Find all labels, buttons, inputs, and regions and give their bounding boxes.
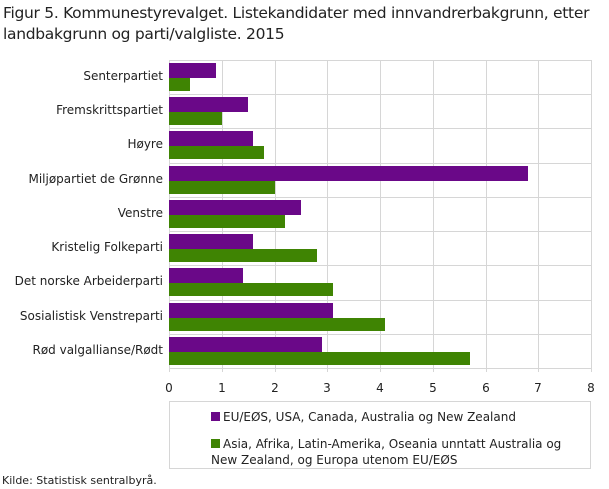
- legend-label: EU/EØS, USA, Canada, Australia og New Ze…: [223, 410, 516, 424]
- category-label: Fremskrittspartiet: [56, 103, 163, 117]
- bar-asia-afrika: [169, 181, 275, 194]
- bar-asia-afrika: [169, 352, 470, 365]
- category-label: Kristelig Folkeparti: [51, 240, 163, 254]
- gridline-horizontal: [169, 368, 591, 369]
- category-label: Venstre: [117, 206, 163, 220]
- bar-asia-afrika: [169, 78, 190, 91]
- x-tick-label: 6: [482, 381, 490, 395]
- gridline-horizontal: [169, 128, 591, 129]
- gridline-horizontal: [169, 60, 591, 61]
- bar-eu-eos: [169, 337, 322, 352]
- bar-asia-afrika: [169, 215, 285, 228]
- plot-area: [169, 60, 592, 372]
- x-tick-label: 8: [587, 381, 595, 395]
- bar-eu-eos: [169, 131, 253, 146]
- bar-eu-eos: [169, 166, 528, 181]
- gridline-vertical: [433, 60, 434, 372]
- x-tick-label: 0: [165, 381, 173, 395]
- legend-item-asia-africa: Asia, Afrika, Latin-Amerika, Oseania unn…: [211, 436, 581, 468]
- gridline-vertical: [380, 60, 381, 372]
- gridline-horizontal: [169, 265, 591, 266]
- gridline-horizontal: [169, 163, 591, 164]
- bar-eu-eos: [169, 268, 243, 283]
- gridline-vertical: [538, 60, 539, 372]
- bar-eu-eos: [169, 97, 248, 112]
- category-label: Høyre: [127, 137, 163, 151]
- x-tick-label: 4: [376, 381, 384, 395]
- x-tick-label: 3: [323, 381, 331, 395]
- x-tick-label: 5: [429, 381, 437, 395]
- bar-asia-afrika: [169, 283, 333, 296]
- gridline-horizontal: [169, 300, 591, 301]
- category-label: Senterpartiet: [83, 69, 163, 83]
- category-label: Sosialistisk Venstreparti: [19, 309, 163, 323]
- x-tick-label: 2: [271, 381, 279, 395]
- bar-asia-afrika: [169, 146, 264, 159]
- bar-eu-eos: [169, 234, 253, 249]
- category-label: Det norske Arbeiderparti: [14, 274, 163, 288]
- legend-swatch-purple: [211, 412, 220, 421]
- gridline-horizontal: [169, 197, 591, 198]
- x-tick-label: 7: [534, 381, 542, 395]
- legend: EU/EØS, USA, Canada, Australia og New Ze…: [169, 401, 591, 469]
- source-note: Kilde: Statistisk sentralbyrå.: [2, 474, 157, 487]
- bar-eu-eos: [169, 303, 333, 318]
- legend-swatch-green: [211, 439, 220, 448]
- gridline-vertical: [327, 60, 328, 372]
- bar-asia-afrika: [169, 112, 222, 125]
- bar-eu-eos: [169, 63, 216, 78]
- chart-title: Figur 5. Kommunestyrevalget. Listekandid…: [3, 4, 590, 43]
- gridline-vertical: [486, 60, 487, 372]
- bar-asia-afrika: [169, 318, 385, 331]
- bar-asia-afrika: [169, 249, 317, 262]
- legend-item-eu: EU/EØS, USA, Canada, Australia og New Ze…: [211, 409, 581, 425]
- legend-label: Asia, Afrika, Latin-Amerika, Oseania unn…: [211, 437, 562, 467]
- category-label: Rød valgallianse/Rødt: [32, 343, 163, 357]
- gridline-horizontal: [169, 94, 591, 95]
- gridline-vertical: [591, 60, 592, 372]
- bar-eu-eos: [169, 200, 301, 215]
- gridline-horizontal: [169, 334, 591, 335]
- category-label: Miljøpartiet de Grønne: [28, 172, 163, 186]
- x-tick-label: 1: [218, 381, 226, 395]
- gridline-horizontal: [169, 231, 591, 232]
